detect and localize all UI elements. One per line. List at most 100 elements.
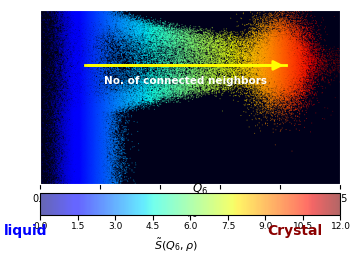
Point (249, 77, 254, 81)
Point (80, 127, 86, 131)
Point (303, 73, 308, 77)
Point (88, 44, 94, 48)
Point (165, 86, 171, 90)
Point (62, 22, 67, 26)
Point (115, 102, 121, 106)
Point (76, 173, 81, 177)
Point (87, 106, 92, 110)
Point (261, 45, 267, 49)
Point (83, 144, 89, 148)
Point (272, 80, 278, 84)
Point (106, 169, 111, 174)
Point (151, 28, 157, 32)
Point (219, 62, 224, 66)
Point (98, 35, 104, 39)
Point (75, 58, 81, 62)
Point (99, 179, 105, 183)
Point (84, 50, 90, 54)
Point (88, 169, 94, 174)
Point (99, 172, 105, 176)
Point (286, 56, 292, 60)
Point (70, 17, 75, 21)
Point (72, 60, 77, 64)
Point (115, 121, 121, 126)
Point (221, 55, 227, 60)
Point (259, 72, 265, 76)
Point (276, 50, 281, 54)
Point (131, 32, 136, 37)
Point (91, 170, 97, 175)
Point (52, 88, 58, 92)
Point (93, 110, 98, 114)
Point (110, 102, 116, 106)
Point (73, 32, 79, 36)
Point (106, 14, 112, 18)
Point (91, 159, 96, 164)
Point (211, 46, 216, 51)
Point (297, 65, 302, 69)
Point (72, 53, 78, 57)
Point (88, 108, 94, 112)
Point (99, 54, 104, 58)
Point (163, 27, 169, 32)
Point (97, 129, 102, 133)
Point (174, 69, 180, 73)
Point (84, 100, 89, 105)
Point (273, 88, 278, 92)
Point (62, 98, 68, 102)
Point (66, 179, 71, 183)
Point (80, 179, 86, 183)
Point (314, 20, 319, 24)
Point (147, 36, 153, 40)
Point (103, 47, 108, 51)
Point (76, 47, 81, 51)
Point (162, 95, 168, 99)
Point (72, 170, 77, 174)
Point (83, 125, 89, 129)
Point (100, 174, 106, 178)
Point (61, 69, 67, 73)
Point (151, 35, 157, 39)
Point (74, 180, 80, 184)
Point (69, 116, 74, 120)
Point (227, 57, 233, 61)
Point (83, 13, 88, 17)
Point (251, 57, 256, 61)
Point (99, 124, 105, 128)
Point (220, 60, 225, 64)
Point (83, 105, 89, 109)
Point (77, 168, 83, 172)
Point (185, 69, 191, 74)
Point (108, 55, 114, 60)
Point (149, 95, 155, 99)
Point (87, 64, 92, 68)
Point (281, 71, 287, 75)
Point (198, 64, 204, 69)
Point (329, 70, 334, 74)
Point (64, 54, 69, 58)
Point (150, 61, 155, 65)
Point (149, 74, 154, 78)
Point (283, 60, 289, 64)
Point (300, 56, 306, 60)
Point (83, 150, 88, 154)
Point (129, 85, 135, 89)
Point (70, 19, 76, 23)
Point (57, 98, 62, 102)
Point (103, 16, 108, 20)
Point (74, 159, 79, 164)
Point (94, 140, 100, 144)
Point (72, 180, 77, 184)
Point (80, 82, 86, 86)
Point (273, 98, 278, 102)
Point (62, 165, 67, 169)
Point (278, 62, 284, 66)
Point (268, 58, 274, 62)
Point (72, 49, 78, 54)
Point (175, 37, 181, 41)
Point (258, 55, 263, 59)
Point (292, 46, 298, 50)
Point (91, 27, 96, 32)
Point (271, 43, 276, 47)
Point (148, 95, 154, 99)
